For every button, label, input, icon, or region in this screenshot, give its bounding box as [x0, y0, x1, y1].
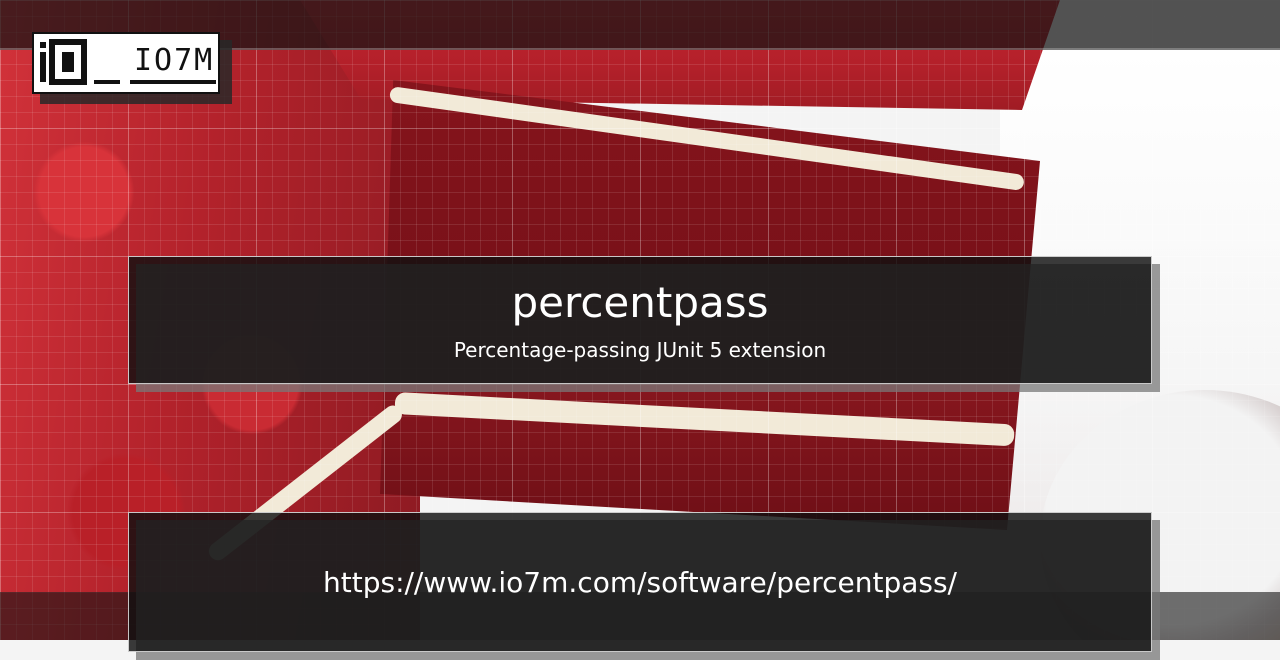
project-url-link[interactable]: https://www.io7m.com/software/percentpas…	[323, 566, 957, 599]
io7m-logo-icon	[40, 39, 87, 85]
logo-text: IO7M	[134, 43, 215, 78]
project-title: percentpass	[511, 278, 769, 327]
title-panel: percentpass Percentage-passing JUnit 5 e…	[128, 256, 1152, 384]
url-panel: https://www.io7m.com/software/percentpas…	[128, 512, 1152, 652]
io7m-logo[interactable]: IO7M	[32, 32, 220, 94]
logo-underline	[94, 80, 120, 84]
logo-underline	[130, 80, 216, 84]
project-subtitle: Percentage-passing JUnit 5 extension	[453, 338, 827, 362]
